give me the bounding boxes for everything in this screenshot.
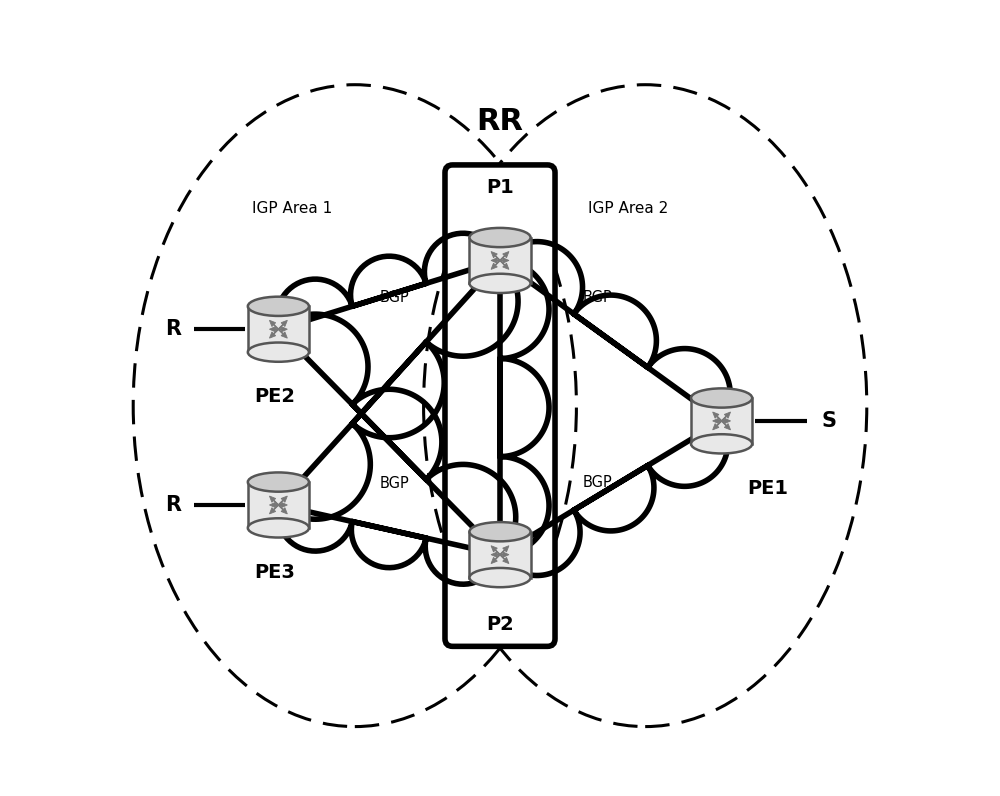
FancyArrow shape <box>500 546 509 555</box>
FancyArrow shape <box>495 552 509 557</box>
FancyArrow shape <box>721 412 731 421</box>
FancyArrow shape <box>491 552 505 557</box>
Ellipse shape <box>469 522 531 541</box>
FancyArrow shape <box>269 326 283 332</box>
FancyArrow shape <box>273 326 287 332</box>
FancyArrow shape <box>500 554 509 564</box>
Polygon shape <box>248 482 309 528</box>
Polygon shape <box>469 237 531 283</box>
Text: S: S <box>821 411 836 431</box>
Polygon shape <box>469 532 531 578</box>
Text: RR: RR <box>476 107 524 136</box>
Text: BGP: BGP <box>583 290 613 305</box>
Text: BGP: BGP <box>583 474 613 490</box>
FancyArrow shape <box>721 420 731 430</box>
Text: P2: P2 <box>486 615 514 634</box>
FancyArrow shape <box>273 502 287 508</box>
Text: R: R <box>165 495 181 515</box>
FancyArrow shape <box>278 505 287 514</box>
FancyArrow shape <box>713 420 722 430</box>
Text: P1: P1 <box>486 178 514 197</box>
FancyArrow shape <box>500 260 509 269</box>
FancyArrow shape <box>269 502 283 508</box>
FancyArrow shape <box>269 496 279 505</box>
FancyArrow shape <box>495 258 509 263</box>
Text: BGP: BGP <box>380 476 409 491</box>
FancyArrow shape <box>491 252 500 261</box>
Ellipse shape <box>248 297 309 316</box>
FancyArrow shape <box>491 258 505 263</box>
FancyArrow shape <box>491 260 500 269</box>
Text: IGP Area 1: IGP Area 1 <box>252 201 332 216</box>
Text: PE2: PE2 <box>254 387 295 406</box>
Text: BGP: BGP <box>380 290 409 305</box>
FancyArrow shape <box>269 505 279 514</box>
Text: PE1: PE1 <box>747 478 788 498</box>
FancyArrow shape <box>278 320 287 330</box>
FancyArrow shape <box>269 320 279 330</box>
FancyArrow shape <box>491 546 500 555</box>
Ellipse shape <box>469 568 531 587</box>
Ellipse shape <box>691 435 752 454</box>
Ellipse shape <box>469 274 531 293</box>
Text: IGP Area 2: IGP Area 2 <box>588 201 668 216</box>
Ellipse shape <box>248 518 309 537</box>
FancyBboxPatch shape <box>445 165 555 646</box>
Text: R: R <box>165 319 181 339</box>
Polygon shape <box>248 306 309 352</box>
FancyArrow shape <box>269 329 279 338</box>
FancyArrow shape <box>717 418 731 423</box>
FancyArrow shape <box>500 252 509 261</box>
Ellipse shape <box>691 388 752 408</box>
Ellipse shape <box>469 228 531 247</box>
Polygon shape <box>691 398 752 444</box>
FancyArrow shape <box>713 412 722 421</box>
FancyArrow shape <box>278 496 287 505</box>
FancyArrow shape <box>278 329 287 338</box>
Ellipse shape <box>248 473 309 492</box>
Text: PE3: PE3 <box>254 563 295 582</box>
FancyArrow shape <box>491 554 500 564</box>
Ellipse shape <box>248 342 309 361</box>
FancyArrow shape <box>713 418 727 423</box>
